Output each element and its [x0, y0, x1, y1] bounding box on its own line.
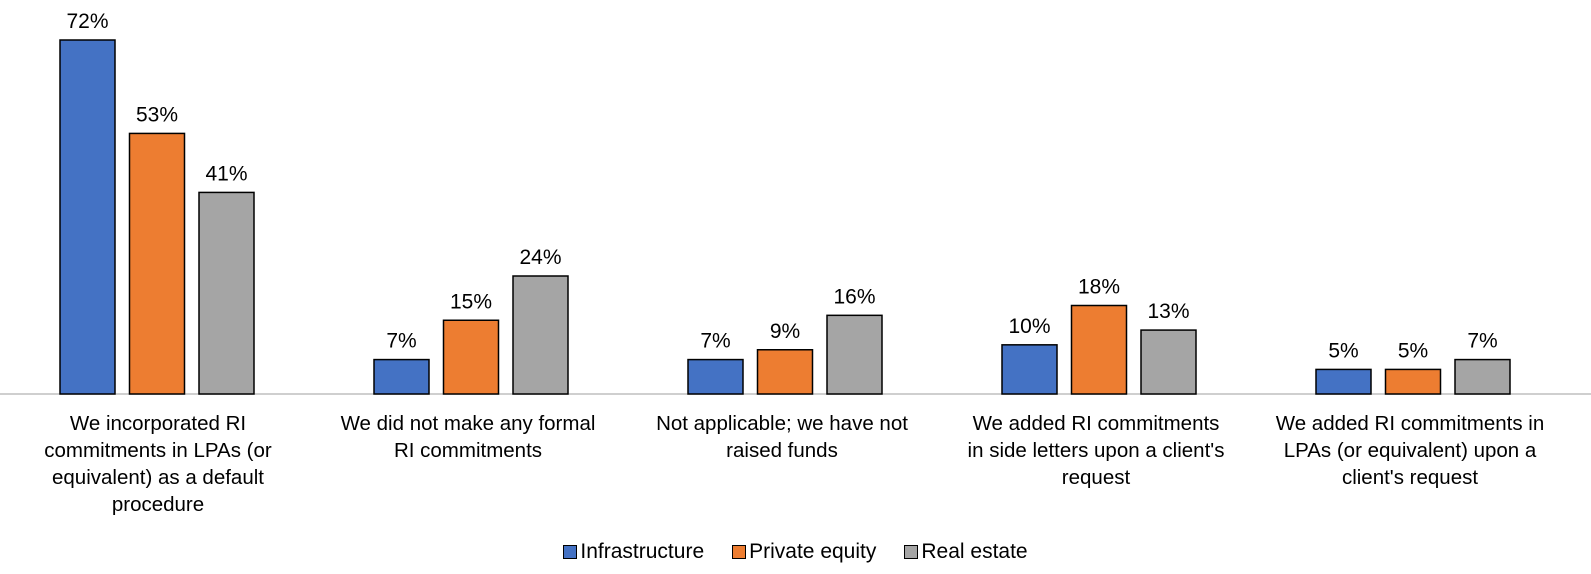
data-label-infrastructure-0: 72%: [66, 10, 108, 33]
bar-private-equity-3: [1070, 304, 1128, 395]
data-label-private-equity-4: 5%: [1398, 339, 1428, 362]
data-label-infrastructure-1: 7%: [386, 330, 416, 353]
data-label-infrastructure-4: 5%: [1328, 339, 1358, 362]
category-label-4: We added RI commitments in LPAs (or equi…: [1275, 412, 1545, 489]
data-label-real-estate-1: 24%: [519, 246, 561, 269]
bar-infrastructure-0: [59, 39, 116, 395]
data-label-real-estate-3: 13%: [1147, 300, 1189, 323]
legend-swatch-real-estate: [904, 545, 919, 559]
legend-item-private-equity: Private equity: [732, 540, 876, 564]
data-label-infrastructure-2: 7%: [700, 330, 730, 353]
legend: Infrastructure Private equity Real estat…: [0, 540, 1591, 564]
data-label-private-equity-0: 53%: [136, 103, 178, 126]
bar-real-estate-1: [512, 275, 569, 395]
bar-infrastructure-2: [687, 358, 744, 395]
data-label-infrastructure-3: 10%: [1008, 315, 1050, 338]
data-label-private-equity-1: 15%: [450, 290, 492, 313]
data-label-real-estate-4: 7%: [1467, 330, 1497, 353]
bar-infrastructure-4: [1315, 368, 1372, 395]
legend-item-real-estate: Real estate: [904, 540, 1028, 564]
category-label-3: We added RI commitments in side letters …: [967, 412, 1225, 489]
bar-real-estate-0: [198, 191, 255, 395]
bar-infrastructure-1: [373, 358, 430, 395]
bars-group: 72% 53% 41% 7% 15% 24% 7% 9% 16% 10% 18% 13% 5% 5% 7%: [59, 10, 1511, 395]
data-label-private-equity-2: 9%: [770, 320, 800, 343]
bar-real-estate-4: [1454, 358, 1511, 395]
data-label-real-estate-0: 41%: [205, 162, 247, 185]
legend-label-private-equity: Private equity: [749, 540, 877, 563]
bar-real-estate-2: [826, 314, 883, 395]
category-label-2: Not applicable; we have not raised funds: [656, 412, 908, 462]
legend-item-infrastructure: Infrastructure: [563, 540, 704, 564]
bar-infrastructure-3: [1001, 344, 1058, 395]
data-label-private-equity-3: 18%: [1078, 276, 1120, 299]
legend-label-real-estate: Real estate: [921, 540, 1028, 563]
legend-swatch-private-equity: [732, 545, 747, 559]
bar-private-equity-2: [756, 349, 814, 395]
legend-swatch-infrastructure: [563, 545, 578, 559]
bar-private-equity-1: [442, 319, 500, 395]
legend-label-infrastructure: Infrastructure: [580, 540, 705, 563]
category-label-0: We incorporated RI commitments in LPAs (…: [44, 412, 272, 516]
bar-private-equity-4: [1384, 368, 1442, 395]
bar-private-equity-0: [128, 132, 186, 395]
bar-real-estate-3: [1140, 329, 1197, 395]
data-label-real-estate-2: 16%: [833, 285, 875, 308]
category-label-1: We did not make any formal RI commitment…: [340, 412, 596, 462]
